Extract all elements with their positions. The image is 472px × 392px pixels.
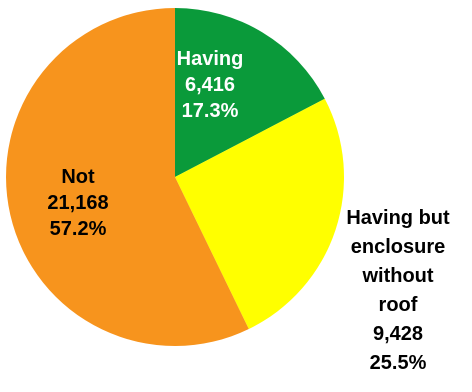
- pie-slice-not: [6, 8, 249, 346]
- pie-slice-having: [175, 8, 325, 177]
- slice-label-having: Having 6,416 17.3%: [177, 48, 244, 122]
- slice-label-having-but-enclosure-without-roof: Having but enclosure without roof 9,428 25.5%: [346, 207, 450, 374]
- slice-label-not: Not 21,168 57.2%: [47, 166, 108, 240]
- pie-slice-having-but-enclosure-without-roof: [175, 98, 345, 330]
